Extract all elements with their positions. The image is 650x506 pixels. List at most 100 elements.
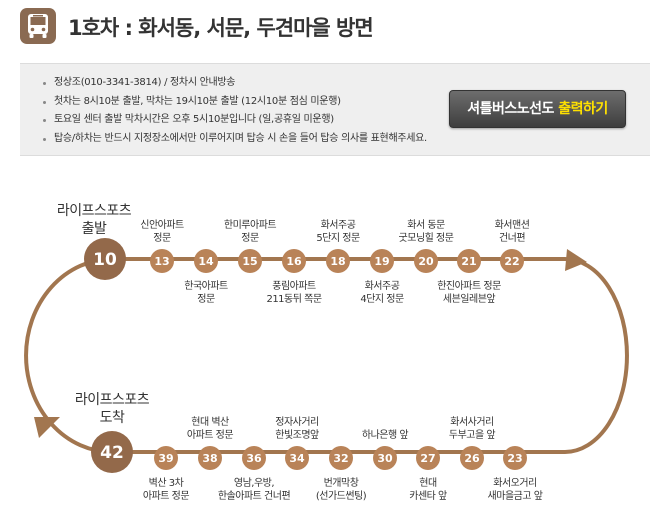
stop-label: 세븐일레븐앞 <box>443 293 496 305</box>
stop-marker <box>242 446 266 470</box>
info-item-contact: 정상조(010-3341-3814) / 정차시 안내방송 <box>42 74 427 93</box>
end-terminal-number: 42 <box>100 443 124 463</box>
print-button-highlight: 출력하기 <box>558 101 608 117</box>
stop-label: 아파트 정문 <box>143 490 189 502</box>
stop-number: 19 <box>374 255 389 268</box>
stop-label: 한솔아파트 건너편 <box>218 490 291 502</box>
stop-label: 현대 <box>419 477 437 489</box>
stop-label: 211동뒤 쪽문 <box>266 293 321 305</box>
stop-number: 39 <box>158 452 173 465</box>
end-terminal-label-line2: 도착 <box>100 410 125 426</box>
stop-label: 한진아파트 정문 <box>437 280 501 292</box>
stop-marker <box>414 249 438 273</box>
stop-label: (선가드썬팅) <box>316 490 367 502</box>
stop-label: 번개막창 <box>324 477 359 489</box>
start-terminal-label-line2: 출발 <box>82 221 107 237</box>
stop-label: 영남,우방, <box>234 477 274 489</box>
info-item-boarding: 탑승/하차는 반드시 지정장소에서만 이루어지며 탑승 시 손을 들어 탑승 의… <box>42 130 427 149</box>
start-terminal-marker <box>84 238 126 280</box>
stop-label: 4단지 정문 <box>360 293 404 305</box>
stop-label: 새마을금고 앞 <box>488 490 543 502</box>
stop-marker <box>373 446 397 470</box>
stop-label: 한국아파트 <box>184 280 228 292</box>
stop-number: 30 <box>377 452 393 465</box>
page-header: 1호차 : 화서동, 서문, 두견마을 방면 <box>0 0 650 58</box>
stop-label: 정문 <box>241 232 259 244</box>
stop-number: 20 <box>418 255 434 268</box>
stop-number: 21 <box>461 255 476 268</box>
stop-marker <box>282 249 306 273</box>
stop-label: 화서맨션 <box>495 219 530 231</box>
top-stops: 13신안아파트정문14한국아파트정문15한미루아파트정문16풍림아파트211동뒤… <box>140 219 530 305</box>
stop-marker <box>285 446 309 470</box>
stop-number: 32 <box>333 452 348 465</box>
stop-marker <box>503 446 527 470</box>
stop-marker <box>326 249 350 273</box>
stop-label: 정문 <box>153 232 171 244</box>
arrow-right-icon <box>565 249 587 271</box>
bottom-stop-36: 36 영남,우방,한솔아파트 건너편 <box>218 446 291 502</box>
stop-label: 정문 <box>197 293 215 305</box>
stop-label: 화서주공 <box>321 219 356 231</box>
stop-label: 건너편 <box>499 232 525 244</box>
page-title: 1호차 : 화서동, 서문, 두견마을 방면 <box>68 16 374 40</box>
bus-icon <box>20 8 56 44</box>
stop-marker <box>329 446 353 470</box>
end-terminal: 라이프스포츠 도착 42 <box>75 392 150 473</box>
stop-marker <box>460 446 484 470</box>
stop-marker <box>500 249 524 273</box>
stop-number: 18 <box>330 255 345 268</box>
stop-marker <box>457 249 481 273</box>
stop-label: 정자사거리 <box>275 416 319 428</box>
info-box: 정상조(010-3341-3814) / 정차시 안내방송 첫차는 8시10분 … <box>20 63 650 156</box>
stop-number: 26 <box>464 452 480 465</box>
stop-label: 화서주공 <box>365 280 400 292</box>
stop-label: 신안아파트 <box>140 219 184 231</box>
info-item-saturday: 토요일 센터 출발 막차시간은 오후 5시10분입니다 (일,공휴일 미운행) <box>42 111 427 130</box>
stop-label: 하나은행 앞 <box>362 428 408 441</box>
print-button-prefix: 셔틀버스노선도 <box>467 101 554 117</box>
stop-marker <box>150 249 174 273</box>
stop-label: 아파트 정문 <box>187 429 233 441</box>
stop-label: 화서오거리 <box>493 477 537 489</box>
bottom-stop-30: 30 하나은행 앞 <box>362 428 409 470</box>
info-list: 정상조(010-3341-3814) / 정차시 안내방송 첫차는 8시10분 … <box>42 74 427 148</box>
stop-number: 38 <box>202 452 217 465</box>
arrow-up-icon <box>34 417 60 438</box>
stop-marker <box>194 249 218 273</box>
end-terminal-marker <box>91 431 133 473</box>
stop-label: 카센타 앞 <box>409 490 447 502</box>
stop-label: 화서사거리 <box>450 416 494 428</box>
stop-label: 굿모닝힐 정문 <box>399 231 454 244</box>
stop-marker <box>154 446 178 470</box>
stop-label: 풍림아파트 <box>272 280 316 292</box>
stop-label: 현대 벽산 <box>191 416 229 428</box>
start-terminal: 라이프스포츠 출발 10 <box>57 203 132 280</box>
route-line <box>24 257 629 454</box>
stop-number: 14 <box>198 255 214 268</box>
stop-number: 13 <box>154 255 169 268</box>
stop-number: 36 <box>246 452 262 465</box>
stop-marker <box>370 249 394 273</box>
info-item-schedule: 첫차는 8시10분 출발, 막차는 19시10분 출발 (12시10분 점심 미… <box>42 93 427 112</box>
stop-marker <box>416 446 440 470</box>
stop-number: 23 <box>507 452 522 465</box>
stop-label: 한미루아파트 <box>224 219 277 231</box>
stop-marker <box>238 249 262 273</box>
print-route-button[interactable]: 셔틀버스노선도 출력하기 <box>449 90 626 128</box>
